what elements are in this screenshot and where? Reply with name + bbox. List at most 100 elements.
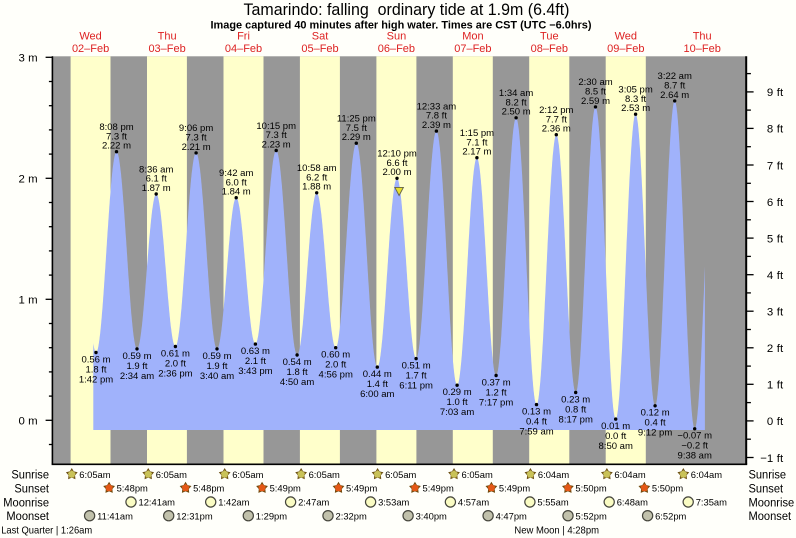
svg-text:Sunrise: Sunrise bbox=[749, 468, 787, 482]
svg-text:1:42 pm: 1:42 pm bbox=[79, 374, 113, 385]
svg-text:2:32pm: 2:32pm bbox=[336, 510, 367, 521]
svg-text:3:40 am: 3:40 am bbox=[200, 371, 234, 382]
svg-text:Thu: Thu bbox=[158, 30, 177, 42]
svg-text:Moonset: Moonset bbox=[749, 509, 792, 523]
svg-text:0: 0 bbox=[767, 416, 773, 428]
svg-text:2.22 m: 2.22 m bbox=[102, 141, 131, 152]
svg-text:7.1 ft: 7.1 ft bbox=[466, 137, 487, 148]
svg-text:1.84 m: 1.84 m bbox=[222, 187, 251, 198]
svg-text:ft: ft bbox=[777, 453, 784, 465]
svg-text:4:57am: 4:57am bbox=[458, 497, 489, 508]
svg-text:6.0 ft: 6.0 ft bbox=[226, 177, 247, 188]
svg-text:0.0 ft: 0.0 ft bbox=[605, 431, 626, 442]
svg-text:1.8 ft: 1.8 ft bbox=[85, 364, 106, 375]
svg-text:0.54 m: 0.54 m bbox=[283, 357, 312, 368]
svg-text:8.5 ft: 8.5 ft bbox=[585, 87, 606, 98]
svg-text:06–Feb: 06–Feb bbox=[378, 43, 415, 55]
svg-text:Tue: Tue bbox=[540, 30, 559, 42]
svg-text:0.61 m: 0.61 m bbox=[161, 348, 190, 359]
svg-text:Sat: Sat bbox=[312, 30, 329, 42]
svg-text:1:15 pm: 1:15 pm bbox=[460, 128, 494, 139]
svg-text:6:04am: 6:04am bbox=[691, 469, 722, 480]
svg-text:04–Feb: 04–Feb bbox=[225, 43, 262, 55]
svg-text:1.8 ft: 1.8 ft bbox=[287, 367, 308, 378]
svg-text:6:05am: 6:05am bbox=[462, 469, 493, 480]
svg-text:4: 4 bbox=[767, 270, 773, 282]
svg-text:Mon: Mon bbox=[462, 30, 483, 42]
svg-text:2.00 m: 2.00 m bbox=[382, 167, 411, 178]
svg-text:6:48am: 6:48am bbox=[617, 497, 648, 508]
svg-text:1:42am: 1:42am bbox=[218, 497, 249, 508]
svg-text:ft: ft bbox=[777, 380, 784, 392]
svg-text:6:04am: 6:04am bbox=[614, 469, 645, 480]
svg-text:7:35am: 7:35am bbox=[696, 497, 727, 508]
svg-text:0.23 m: 0.23 m bbox=[561, 394, 590, 405]
svg-text:ft: ft bbox=[777, 233, 784, 245]
svg-text:6:05am: 6:05am bbox=[156, 469, 187, 480]
svg-text:9:12 pm: 9:12 pm bbox=[638, 428, 672, 439]
svg-text:ft: ft bbox=[777, 87, 784, 99]
svg-text:−0.2 ft: −0.2 ft bbox=[681, 441, 708, 452]
svg-text:8:36 am: 8:36 am bbox=[139, 164, 173, 175]
svg-text:8.7 ft: 8.7 ft bbox=[664, 81, 685, 92]
svg-text:6: 6 bbox=[767, 197, 773, 209]
svg-text:m: m bbox=[28, 295, 37, 307]
svg-text:10–Feb: 10–Feb bbox=[684, 43, 721, 55]
svg-text:1: 1 bbox=[767, 380, 773, 392]
svg-text:3: 3 bbox=[767, 307, 773, 319]
svg-text:1.2 ft: 1.2 ft bbox=[486, 387, 507, 398]
svg-text:ft: ft bbox=[777, 270, 784, 282]
svg-text:5:49pm: 5:49pm bbox=[499, 483, 530, 494]
svg-text:1:29pm: 1:29pm bbox=[256, 510, 287, 521]
svg-text:6.1 ft: 6.1 ft bbox=[146, 174, 167, 185]
svg-text:1.88 m: 1.88 m bbox=[302, 182, 331, 193]
svg-text:0.56 m: 0.56 m bbox=[81, 354, 110, 365]
svg-text:6:11 pm: 6:11 pm bbox=[399, 381, 433, 392]
svg-text:08–Feb: 08–Feb bbox=[531, 43, 568, 55]
svg-text:2.50 m: 2.50 m bbox=[502, 107, 531, 118]
svg-text:1.4 ft: 1.4 ft bbox=[367, 379, 388, 390]
svg-text:2.0 ft: 2.0 ft bbox=[325, 360, 346, 371]
svg-text:5:48pm: 5:48pm bbox=[117, 483, 148, 494]
svg-text:0: 0 bbox=[19, 416, 25, 428]
svg-text:7:59 am: 7:59 am bbox=[519, 427, 553, 438]
svg-text:2.64 m: 2.64 m bbox=[660, 90, 689, 101]
svg-text:10:58 am: 10:58 am bbox=[297, 163, 337, 174]
svg-text:0.13 m: 0.13 m bbox=[522, 407, 551, 418]
svg-text:2.29 m: 2.29 m bbox=[342, 132, 371, 143]
svg-text:2.39 m: 2.39 m bbox=[422, 120, 451, 131]
svg-text:0.59 m: 0.59 m bbox=[122, 351, 151, 362]
svg-text:8:08 pm: 8:08 pm bbox=[99, 122, 133, 133]
svg-text:8.2 ft: 8.2 ft bbox=[506, 97, 527, 108]
svg-text:4:47pm: 4:47pm bbox=[496, 510, 527, 521]
svg-text:3:40pm: 3:40pm bbox=[416, 510, 447, 521]
svg-text:8.3 ft: 8.3 ft bbox=[625, 94, 646, 105]
svg-text:3:05 pm: 3:05 pm bbox=[618, 85, 652, 96]
svg-text:ft: ft bbox=[777, 307, 784, 319]
svg-text:7:17 pm: 7:17 pm bbox=[479, 397, 513, 408]
svg-text:0.63 m: 0.63 m bbox=[241, 346, 270, 357]
svg-text:1: 1 bbox=[19, 295, 25, 307]
svg-text:5:49pm: 5:49pm bbox=[423, 483, 454, 494]
svg-text:0.12 m: 0.12 m bbox=[641, 408, 670, 419]
svg-text:7.7 ft: 7.7 ft bbox=[546, 114, 567, 125]
svg-text:Moonrise: Moonrise bbox=[3, 496, 49, 510]
svg-text:9:42 am: 9:42 am bbox=[219, 168, 253, 179]
svg-text:−1: −1 bbox=[760, 453, 773, 465]
svg-text:9:38 am: 9:38 am bbox=[678, 451, 712, 462]
svg-text:2: 2 bbox=[19, 174, 25, 186]
svg-text:Moonrise: Moonrise bbox=[749, 496, 795, 510]
svg-text:Sun: Sun bbox=[387, 30, 407, 42]
svg-text:7: 7 bbox=[767, 160, 773, 172]
svg-text:2.36 m: 2.36 m bbox=[542, 124, 571, 135]
svg-text:2.53 m: 2.53 m bbox=[621, 103, 650, 114]
svg-text:11:41am: 11:41am bbox=[97, 510, 133, 521]
svg-text:5:52pm: 5:52pm bbox=[576, 510, 607, 521]
svg-text:ft: ft bbox=[777, 124, 784, 136]
svg-text:9: 9 bbox=[767, 87, 773, 99]
svg-text:2.23 m: 2.23 m bbox=[262, 139, 291, 150]
svg-text:−0.07 m: −0.07 m bbox=[677, 431, 712, 442]
svg-text:02–Feb: 02–Feb bbox=[72, 43, 109, 55]
svg-text:Thu: Thu bbox=[693, 30, 712, 42]
svg-text:Sunset: Sunset bbox=[14, 481, 49, 495]
